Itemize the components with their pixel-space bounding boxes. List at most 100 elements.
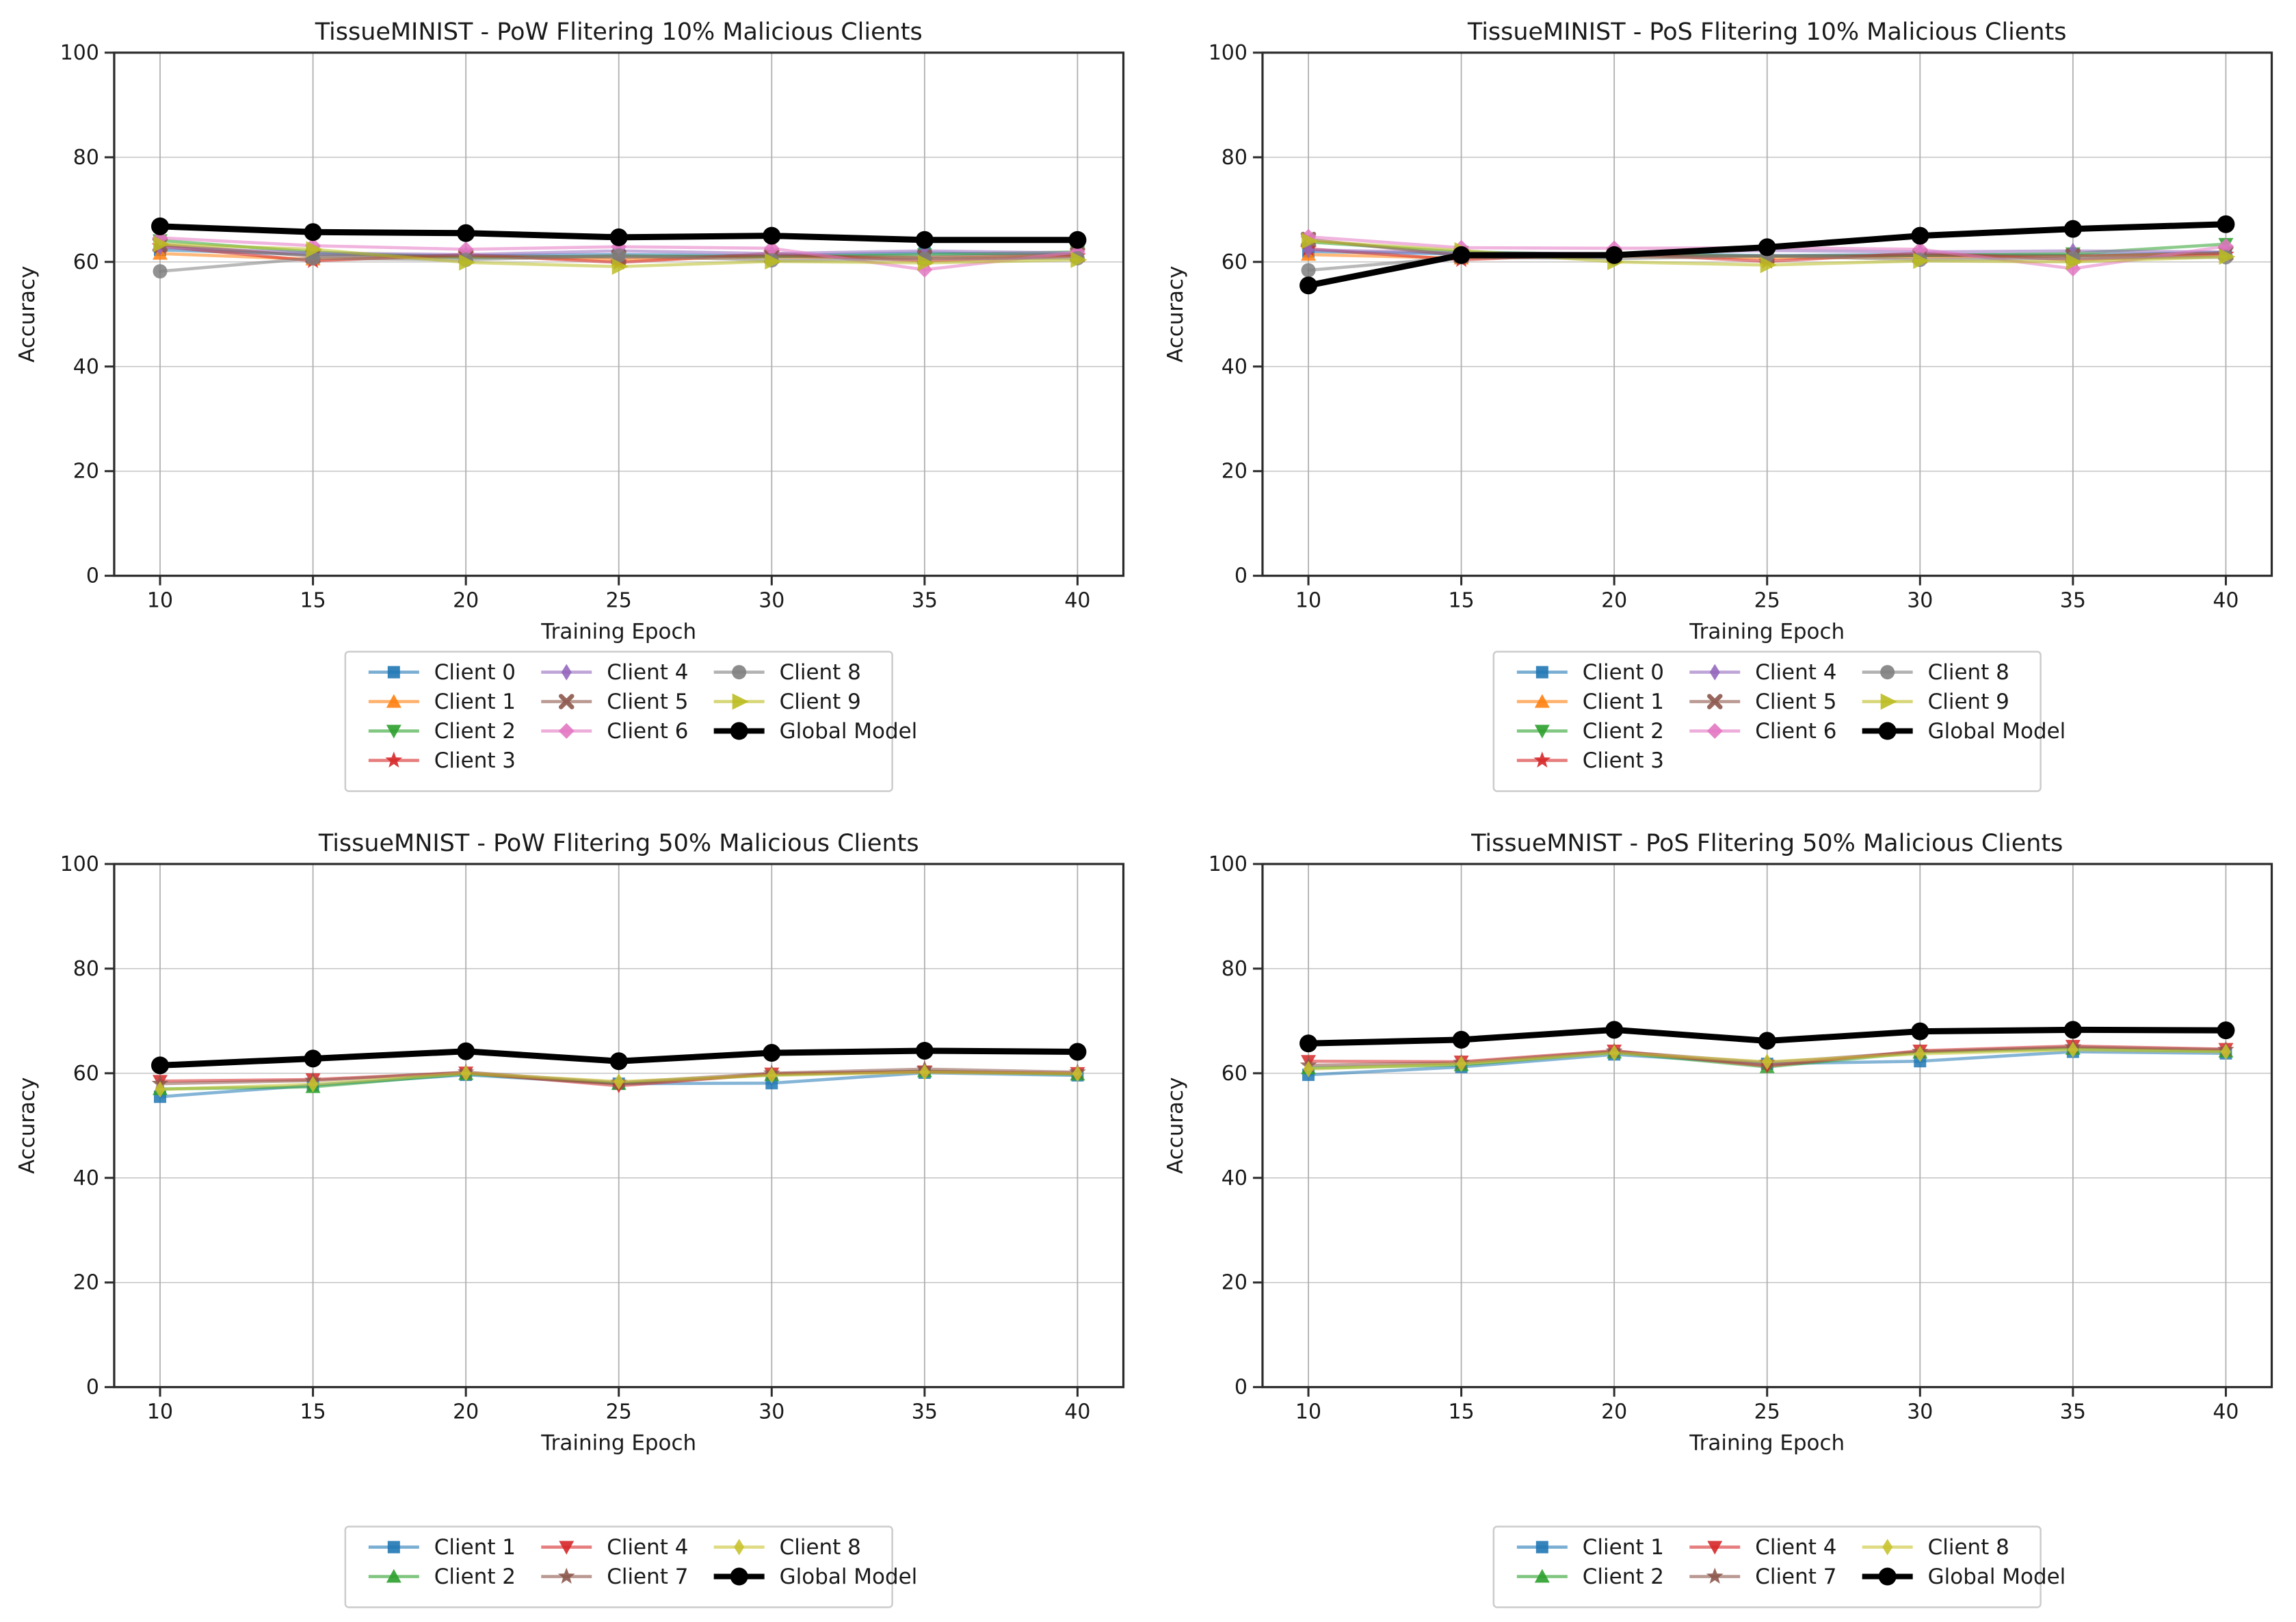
x-tick-label: 30 xyxy=(1907,1400,1933,1424)
circle-marker xyxy=(1068,231,1087,249)
triangle-right-marker xyxy=(917,254,934,272)
legend-box xyxy=(1492,651,2042,792)
circle-marker xyxy=(457,1042,475,1060)
y-axis-label: Accuracy xyxy=(1163,1077,1187,1173)
x-tick-label: 10 xyxy=(1295,589,1321,613)
legend-entry: Client 4 xyxy=(541,1535,688,1560)
legend-label: Client 8 xyxy=(1927,1535,2009,1560)
legend-entry: Client 1 xyxy=(1516,690,1664,714)
y-tick-label: 40 xyxy=(1221,1166,1247,1190)
legend-marker-triangle-down xyxy=(1534,724,1550,739)
thin-diamond-marker xyxy=(460,1064,471,1082)
series-global-model xyxy=(151,1041,1087,1074)
legend-marker-circle xyxy=(1879,665,1895,680)
circle-marker xyxy=(611,248,626,263)
legend-label: Global Model xyxy=(780,1565,918,1589)
legend-entry: Client 2 xyxy=(368,719,516,744)
legend-label: Client 1 xyxy=(434,690,516,714)
legend-label: Client 8 xyxy=(780,1535,861,1560)
legend-entry: Client 0 xyxy=(1516,660,1664,685)
x-axis: 10 15 20 25 30 35 40 xyxy=(147,575,1091,613)
circle-marker xyxy=(763,226,781,245)
series-global-model xyxy=(1299,215,2234,295)
legend-label: Global Model xyxy=(1927,1565,2066,1589)
x-tick-label: 20 xyxy=(1601,589,1627,613)
legend-marker-triangle-down xyxy=(559,1541,575,1555)
y-tick-label: 20 xyxy=(73,1270,99,1294)
legend-box xyxy=(344,651,893,792)
chart-title: TissueMNIST - PoW Flitering 50% Maliciou… xyxy=(318,829,919,856)
legend-marker-triangle-right xyxy=(732,693,749,710)
circle-marker xyxy=(151,217,170,235)
legend: Client 1 Client 2 Client 4 Client 7 Client 8… xyxy=(344,1525,918,1608)
y-tick-label: 60 xyxy=(73,1061,99,1085)
x-tick-label: 40 xyxy=(1064,1400,1090,1424)
chart-title: TissueMINIST - PoS Flitering 10% Malicio… xyxy=(1466,18,2066,46)
legend-marker-triangle-down xyxy=(386,724,401,739)
legend-marker-triangle-right xyxy=(1880,693,1897,710)
legend-entry: Global Model xyxy=(1862,1565,2066,1589)
legend-entry: Client 6 xyxy=(541,719,688,744)
legend-marker-thin-diamond xyxy=(1882,1539,1892,1556)
legend-entry: Client 4 xyxy=(1689,1535,1836,1560)
legend-label: Client 3 xyxy=(434,748,516,773)
circle-marker xyxy=(1758,1031,1776,1049)
legend-label: Client 4 xyxy=(1755,1535,1836,1560)
legend-marker-x xyxy=(559,694,575,709)
y-tick-label: 100 xyxy=(60,852,99,876)
legend-label: Client 1 xyxy=(1582,690,1663,714)
circle-marker xyxy=(1605,1020,1623,1038)
legend-label: Client 8 xyxy=(780,660,861,685)
x-tick-label: 20 xyxy=(1601,1400,1627,1424)
x-tick-label: 15 xyxy=(1448,589,1474,613)
legend-marker-circle xyxy=(730,722,748,740)
legend-marker-circle xyxy=(1878,1567,1897,1586)
triangle-right-marker xyxy=(1912,252,1929,270)
circle-marker xyxy=(1910,1022,1929,1041)
legend-marker-square xyxy=(387,666,400,679)
diamond-marker xyxy=(763,240,780,257)
y-axis-label: Accuracy xyxy=(15,1077,40,1173)
y-tick-label: 60 xyxy=(1221,1061,1247,1085)
legend: Client 0 Client 1 Client 2 Client 3 Client 4… xyxy=(344,651,917,792)
legend-marker-square xyxy=(387,1541,400,1554)
triangle-right-marker xyxy=(1070,251,1087,268)
legend-marker-circle xyxy=(730,1567,748,1586)
legend-entry: Client 9 xyxy=(1862,690,2009,714)
x-tick-label: 30 xyxy=(758,1400,784,1424)
legend-label: Client 4 xyxy=(607,1535,688,1560)
thin-diamond-marker xyxy=(1303,241,1314,259)
series-client-9 xyxy=(153,235,1087,275)
legend-entry: Client 2 xyxy=(368,1565,516,1589)
legend-label: Client 0 xyxy=(434,660,516,685)
y-tick-label: 40 xyxy=(73,355,99,379)
legend-label: Client 3 xyxy=(1582,748,1663,773)
x-tick-label: 30 xyxy=(1907,589,1933,613)
series-client-8 xyxy=(1303,1041,2231,1077)
legend-label: Client 5 xyxy=(607,690,688,714)
legend-label: Client 2 xyxy=(434,1565,516,1589)
x-tick-label: 40 xyxy=(2213,589,2239,613)
legend-marker-diamond xyxy=(558,723,575,740)
legend-marker-thin-diamond xyxy=(561,664,572,681)
legend-label: Client 0 xyxy=(1582,660,1663,685)
circle-marker xyxy=(1758,238,1776,257)
x-tick-label: 35 xyxy=(912,1400,938,1424)
legend-marker-triangle-up xyxy=(386,694,401,708)
legend-marker-star xyxy=(1533,751,1551,768)
chart-panel-pow-50: 10 15 20 25 30 35 40 0 20 40 60 80 100 TissueMNIST - … xyxy=(0,811,1148,1622)
legend-label: Client 2 xyxy=(434,719,516,744)
legend-label: Client 6 xyxy=(607,719,688,744)
x-tick-label: 20 xyxy=(453,1400,479,1424)
y-tick-label: 80 xyxy=(1221,146,1247,170)
triangle-right-marker xyxy=(1760,257,1777,274)
y-tick-label: 0 xyxy=(1234,564,1247,588)
x-tick-label: 35 xyxy=(912,589,938,613)
x-tick-label: 10 xyxy=(1295,1400,1321,1424)
legend-label: Client 8 xyxy=(1927,660,2009,685)
legend-entry: Global Model xyxy=(713,1565,918,1589)
chart-pow-50-malicious: 10 15 20 25 30 35 40 0 20 40 60 80 100 TissueMNIST - … xyxy=(0,811,1148,1622)
circle-marker xyxy=(915,231,934,249)
legend-entry: Client 4 xyxy=(1689,660,1836,685)
legend-marker-star xyxy=(1706,1567,1724,1584)
